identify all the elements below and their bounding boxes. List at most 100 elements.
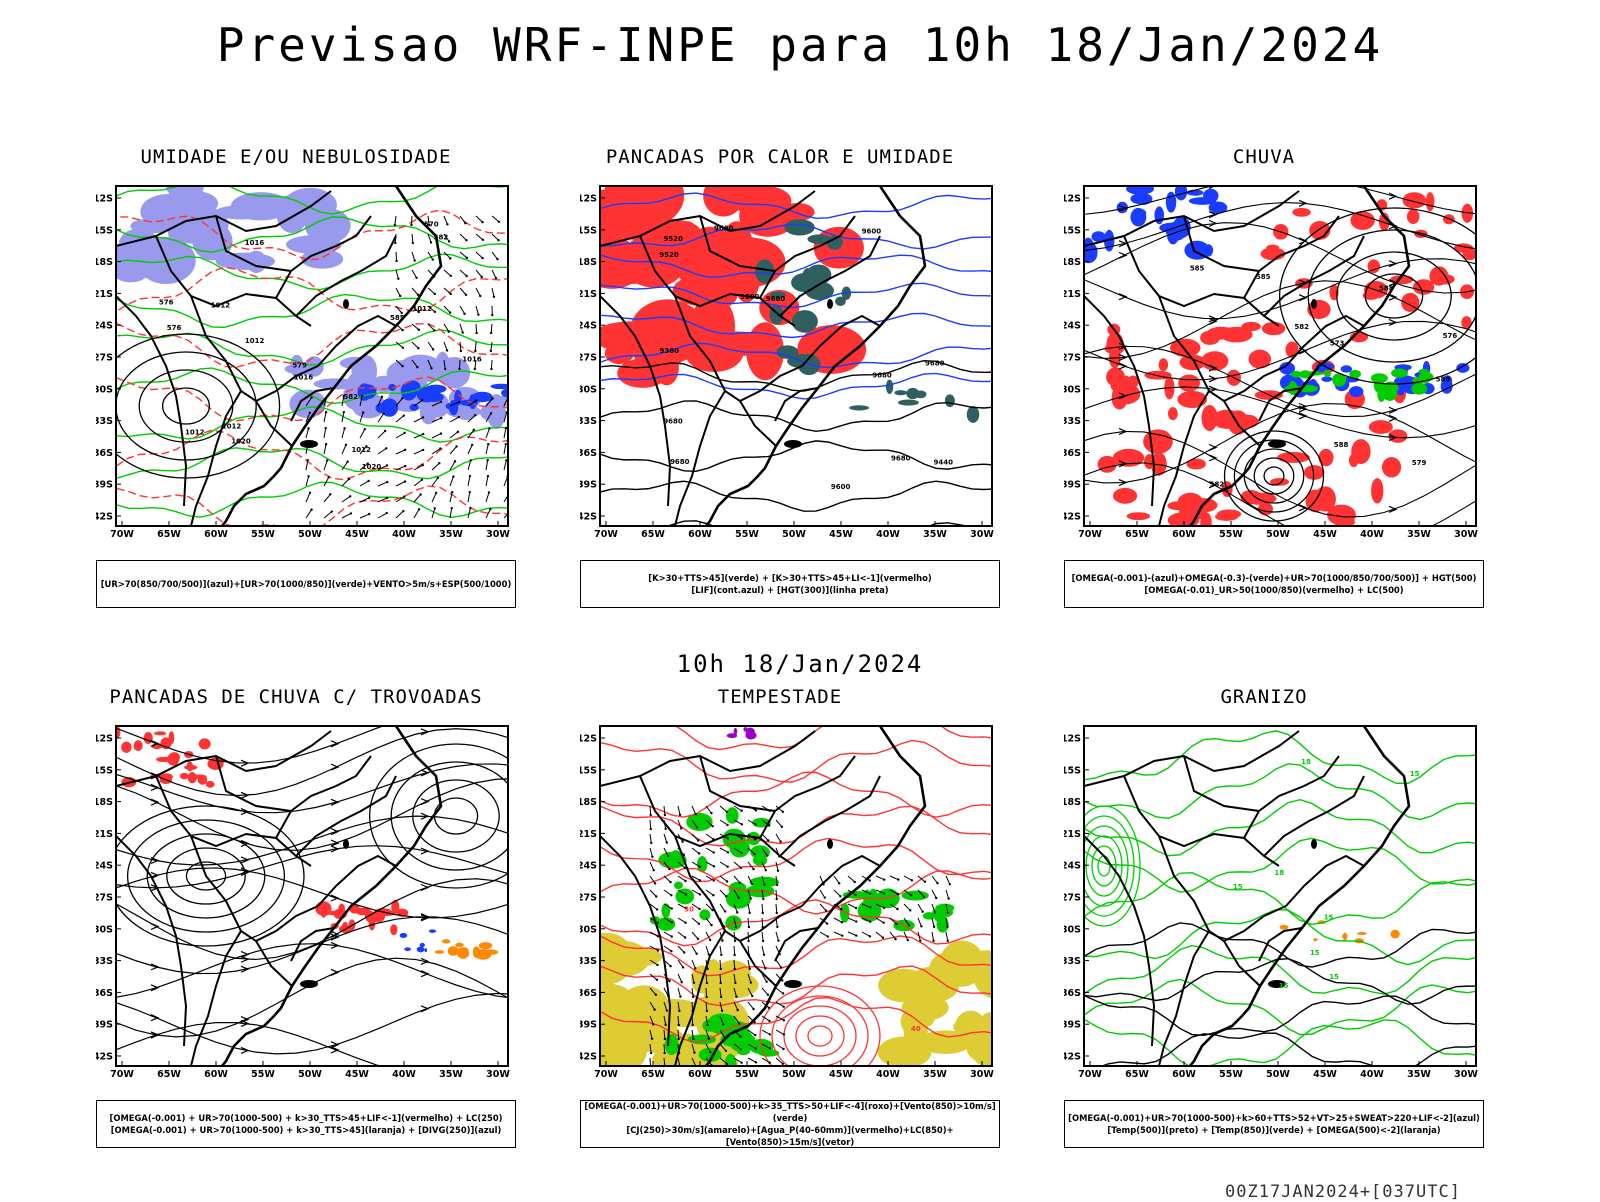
wind-head [650,842,652,844]
wind-head [882,921,884,923]
wind-head [651,1038,653,1040]
wind-vector [324,477,329,486]
contour-label: 15 [1410,770,1420,778]
wind-head [949,883,951,885]
wind-head [696,826,698,828]
wind-head [403,414,405,416]
wind-vector [411,216,412,225]
wind-head [664,814,666,816]
wind-head [498,221,500,223]
wind-head [753,1021,755,1023]
wind-head [737,897,739,899]
wind-head [947,897,949,899]
wind-head [692,1038,694,1040]
wind-vector [748,932,749,941]
lat-label: 24S [1064,861,1081,872]
wind-vector [342,445,346,454]
wind-head [869,879,871,881]
lat-label: 36S [1064,448,1081,459]
panel-title: UMIDADE E/OU NEBULOSIDADE [76,146,516,168]
wind-head [401,397,403,399]
wind-head [448,330,450,332]
map-layer [1068,726,1480,1073]
stream-arrow [1299,505,1306,511]
wind-head [737,1009,739,1011]
wind-head [477,313,479,315]
wind-head [656,979,658,981]
wind-vector [706,834,713,839]
wind-vector [776,932,778,941]
wind-head [751,883,753,885]
wind-vector [460,288,466,295]
wind-head [395,260,397,262]
wind-vector [396,252,397,261]
wind-head [894,938,896,940]
lon-label: 60W [1172,529,1196,540]
wind-vector [678,932,685,937]
wind-head [449,311,451,313]
wind-head [734,940,736,942]
wind-vector [412,234,413,243]
wind-vector [776,1002,784,1007]
wind-head [712,838,714,840]
wind-head [454,460,456,462]
wind-head [381,396,383,398]
wind-vector [476,216,483,222]
wind-vector [486,429,489,438]
contour-label: 1012 [351,446,371,454]
wind-head [699,879,701,881]
wind-head [435,492,437,494]
wind-head [755,1047,757,1049]
lat-label: 15S [580,765,597,776]
wind-head [655,994,657,996]
wind-vector [428,288,435,294]
lon-label: 45W [829,1069,853,1080]
wind-head [777,870,779,872]
wind-vector [491,324,492,333]
wind-head [776,912,778,914]
wind-head [345,444,347,446]
wind-vector [650,848,652,857]
wind-head [346,461,348,463]
wind-vector [492,252,497,259]
wind-head [855,907,857,909]
country-border [1244,756,1339,838]
coastline [1190,726,1409,1066]
wind-vector [692,834,698,840]
wind-head [415,277,417,279]
wind-head [364,428,366,430]
wind-head [693,982,695,984]
wind-head [651,855,653,857]
wind-head [726,880,728,882]
lon-label: 30W [486,529,510,540]
lat-label: 36S [96,448,113,459]
reservoir [1311,299,1317,309]
wind-head [368,513,370,515]
wind-vector [776,834,781,842]
wind-head [766,854,768,856]
wind-head [460,350,462,352]
lc850-circulation [784,1006,856,1066]
wind-vector [834,876,839,883]
wind-vector [734,946,735,955]
wind-vector [932,932,934,941]
wind-vector [692,806,696,814]
lon-label: 55W [1219,1069,1243,1080]
wind-head [465,239,467,241]
wind-head [740,852,742,854]
wind-head [510,509,512,511]
wind-head [419,493,421,495]
wind-vector [664,1044,665,1053]
legend-line: [CJ(250)>30m/s](amarelo)+[Agua_P(40-60mm… [581,1124,999,1148]
wind-vector [396,433,405,438]
wind-vector [932,876,938,883]
wind-head [691,1010,693,1012]
lat-label: 21S [96,289,113,300]
wind-vector [476,234,483,240]
wind-vector [678,1072,681,1080]
contour-label: 1012 [245,337,265,345]
wind-head [307,427,309,429]
wind-vector [360,514,369,518]
wind-head [451,507,453,509]
wind-head [666,841,668,843]
